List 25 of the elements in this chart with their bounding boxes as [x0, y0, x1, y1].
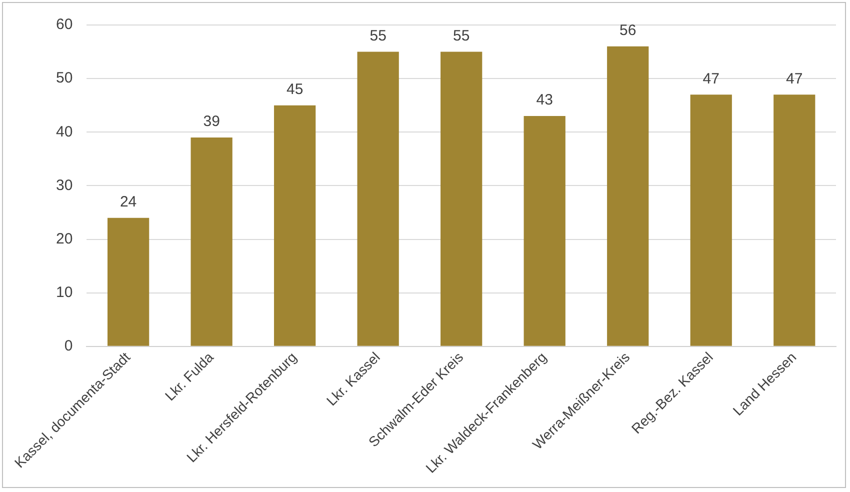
y-tick-label: 50 — [56, 70, 73, 87]
y-tick-label: 0 — [64, 338, 73, 355]
y-tick-label: 30 — [56, 176, 73, 194]
y-tick-label: 20 — [56, 230, 73, 248]
data-label: 55 — [453, 27, 470, 44]
data-label: 47 — [702, 70, 720, 88]
data-label: 55 — [370, 27, 386, 44]
bar — [190, 137, 232, 346]
data-label: 43 — [536, 92, 553, 109]
bar — [108, 218, 150, 346]
bar — [524, 116, 566, 346]
data-label: 45 — [286, 80, 304, 98]
data-label: 47 — [786, 70, 803, 88]
bar — [690, 94, 732, 346]
data-label: 24 — [120, 193, 137, 210]
y-tick-label: 10 — [56, 284, 73, 301]
bar — [607, 46, 649, 346]
bar — [357, 52, 399, 346]
bar — [274, 105, 316, 346]
bar — [774, 94, 816, 346]
y-tick-label: 40 — [56, 123, 73, 140]
data-label: 39 — [203, 113, 220, 130]
y-tick-label: 60 — [56, 16, 73, 34]
bar — [440, 52, 482, 346]
data-label: 56 — [620, 22, 636, 40]
